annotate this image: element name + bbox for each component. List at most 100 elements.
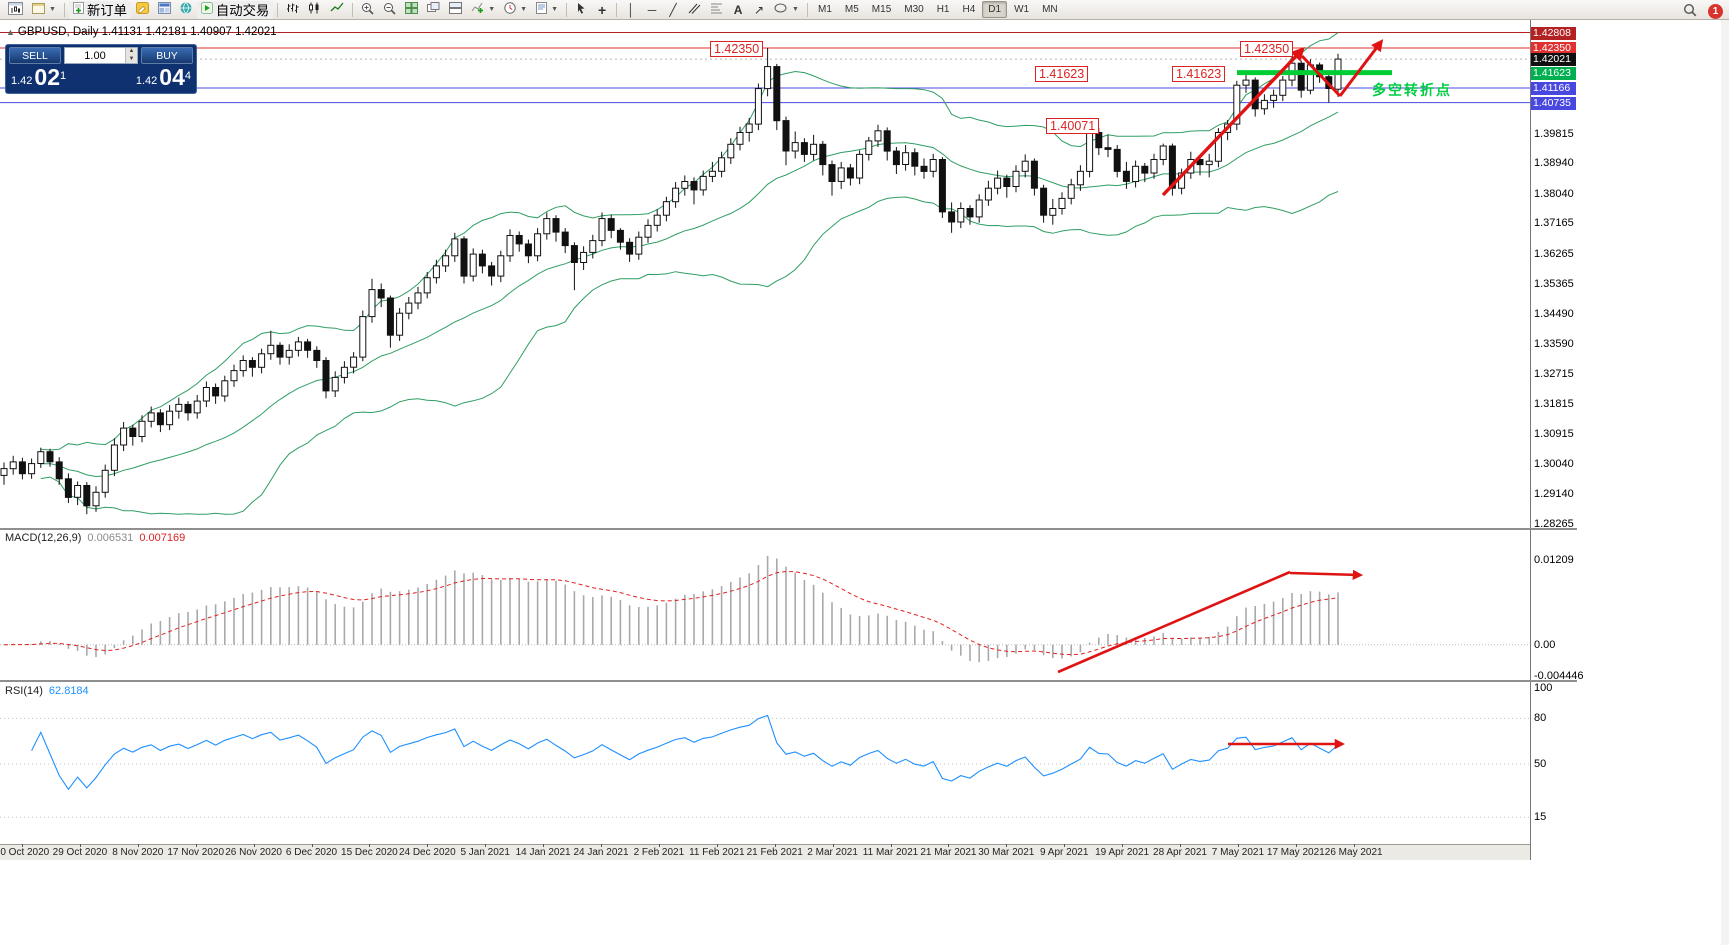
- new-chart-button[interactable]: [4, 1, 27, 19]
- timeframe-h4[interactable]: H4: [962, 4, 976, 15]
- toolbar-separator: [277, 2, 279, 17]
- shapes-icon: [774, 3, 788, 16]
- cascade-windows-icon: [427, 2, 440, 17]
- horizontal-line-icon: ─: [647, 2, 657, 17]
- main-chart-canvas[interactable]: [0, 22, 1530, 528]
- community-button[interactable]: [176, 1, 196, 19]
- cascade-windows-button[interactable]: [423, 1, 444, 19]
- ask-price: 1.42 04 4: [135, 64, 191, 90]
- channel-tool[interactable]: [684, 1, 705, 19]
- candlestick-chart-button[interactable]: [304, 1, 325, 19]
- tile-horizontal-button[interactable]: [445, 1, 466, 19]
- zoom-out-icon: [383, 2, 396, 18]
- zoom-in-icon: [361, 2, 374, 18]
- zoom-in-button[interactable]: [357, 1, 378, 19]
- profiles-button[interactable]: ▼: [28, 1, 60, 19]
- price-axis-tick: 1.36265: [1534, 248, 1574, 260]
- toolbar-separator: [806, 2, 808, 17]
- rsi-axis-tick: 100: [1534, 682, 1553, 694]
- date-axis-tick: [1122, 844, 1124, 847]
- bid-price: 1.42 02 1: [11, 64, 67, 90]
- notification-badge[interactable]: 1: [1708, 3, 1723, 19]
- date-axis-tick: [890, 844, 892, 847]
- shapes-tool[interactable]: ▼: [770, 1, 803, 19]
- timeframe-m30[interactable]: M30: [904, 4, 924, 15]
- step-up-icon[interactable]: ▲: [128, 48, 135, 54]
- periods-icon: [504, 2, 516, 17]
- chevron-down-icon: ▼: [520, 6, 528, 13]
- line-chart-button[interactable]: [326, 1, 348, 19]
- date-axis-tick: [601, 844, 602, 847]
- indicators-button[interactable]: ▼: [467, 1, 499, 19]
- price-callout: 1.41623: [1035, 66, 1089, 82]
- date-axis-label: 21 Mar 2021: [920, 847, 977, 858]
- timeframe-d1[interactable]: D1: [982, 1, 1008, 18]
- new-chart-icon: [8, 1, 23, 18]
- arrows-tool[interactable]: ↗: [749, 1, 769, 19]
- date-axis-tick: [948, 844, 950, 847]
- timeframe-h1[interactable]: H1: [936, 4, 950, 15]
- tile-windows-button[interactable]: [401, 1, 422, 19]
- text-tool[interactable]: A: [728, 1, 748, 19]
- date-axis-tick: [543, 844, 545, 847]
- date-axis-tick: [22, 844, 23, 847]
- metaeditor-button[interactable]: [132, 1, 153, 19]
- date-axis-label: 26 Nov 2020: [225, 847, 282, 858]
- macd-panel-canvas[interactable]: [0, 530, 1530, 680]
- date-axis-label: 20 Oct 2020: [0, 847, 50, 858]
- price-axis-box: 1.41166: [1531, 82, 1576, 95]
- vertical-line-icon: │: [627, 2, 635, 17]
- new-order-button[interactable]: 新订单: [68, 0, 131, 19]
- vertical-line-tool[interactable]: │: [621, 1, 641, 19]
- horizontal-line-tool[interactable]: ─: [642, 1, 662, 19]
- search-button[interactable]: [1679, 2, 1701, 20]
- new-order-icon: [72, 2, 84, 17]
- sell-button[interactable]: SELL: [9, 47, 61, 64]
- indicators-icon: [471, 2, 484, 17]
- timeframe-w1[interactable]: W1: [1014, 4, 1030, 15]
- community-icon: [180, 2, 192, 17]
- templates-button[interactable]: ▼: [532, 1, 562, 19]
- lot-size-input[interactable]: [65, 48, 125, 63]
- date-axis[interactable]: [0, 844, 1530, 860]
- price-axis-tick: 1.29140: [1534, 488, 1574, 500]
- line-chart-icon: [330, 2, 344, 17]
- timeframe-m5[interactable]: M5: [844, 4, 859, 15]
- date-axis-label: 11 Feb 2021: [689, 847, 745, 858]
- date-axis-label: 19 Apr 2021: [1095, 847, 1150, 858]
- trendline-tool[interactable]: ╱: [663, 1, 683, 19]
- bar-chart-button[interactable]: [282, 1, 303, 19]
- periods-button[interactable]: ▼: [500, 1, 531, 19]
- rsi-panel-canvas[interactable]: [0, 682, 1530, 843]
- lot-stepper[interactable]: ▲ ▼: [125, 48, 137, 63]
- date-axis-tick: [1180, 844, 1181, 847]
- buy-button[interactable]: BUY: [141, 47, 193, 64]
- zoom-out-button[interactable]: [379, 1, 400, 19]
- timeframe-mn[interactable]: MN: [1042, 4, 1058, 15]
- panel-splitter[interactable]: [0, 528, 1577, 530]
- toolbar-separator: [352, 2, 354, 17]
- date-axis-label: 7 May 2021: [1211, 847, 1265, 858]
- cursor-button[interactable]: [571, 1, 591, 19]
- arrows-icon: ↗: [754, 2, 765, 17]
- date-axis-tick: [311, 844, 313, 847]
- window-scroll-strip[interactable]: [1721, 20, 1729, 945]
- chevron-down-icon: ▼: [49, 6, 56, 13]
- crosshair-button[interactable]: +: [592, 1, 612, 19]
- timeframe-m15[interactable]: M15: [871, 4, 892, 15]
- price-axis-tick: 1.30040: [1534, 458, 1574, 470]
- macd-axis-tick: -0.004446: [1534, 670, 1584, 682]
- lot-size-field[interactable]: ▲▼: [64, 47, 138, 64]
- autotrading-button[interactable]: 自动交易: [196, 0, 274, 19]
- price-callout: 1.42350: [710, 41, 764, 57]
- panel-splitter[interactable]: [0, 680, 1577, 682]
- step-down-icon[interactable]: ▼: [128, 55, 135, 62]
- terminal-button[interactable]: [154, 1, 175, 19]
- date-axis-tick: [485, 844, 487, 847]
- fibonacci-tool[interactable]: [706, 1, 727, 19]
- toolbar-separator: [616, 2, 618, 17]
- chart-marker-icon: ▲: [6, 27, 15, 37]
- price-axis-tick: 1.37165: [1534, 217, 1574, 229]
- date-axis-tick: [1353, 844, 1355, 847]
- timeframe-m1[interactable]: M1: [817, 4, 832, 15]
